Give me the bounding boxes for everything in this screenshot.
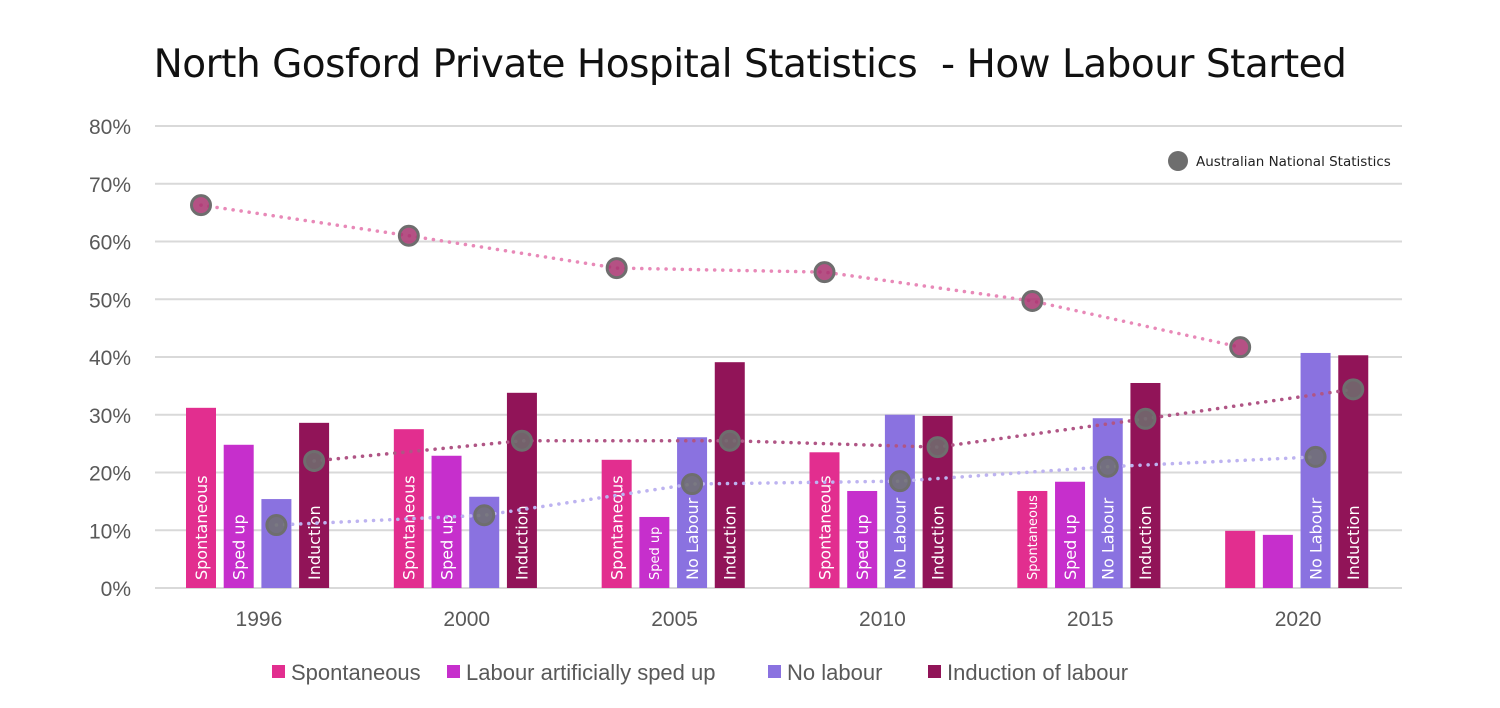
bar-no-labour [261,499,292,588]
y-tick-label: 40% [89,347,131,370]
national-stat-marker [510,429,533,452]
chart-title: North Gosford Private Hospital Statistic… [153,42,1347,87]
bar-label: Spontaneous [815,475,834,580]
bar-label: Induction [721,505,740,580]
national-stat-marker [718,429,741,452]
national-stat-marker [1304,445,1327,468]
bar-label: Induction [513,505,532,580]
x-tick-label: 2015 [1067,608,1114,631]
national-legend-label: Australian National Statistics [1196,154,1391,170]
y-tick-label: 80% [89,116,131,139]
bar-spontaneous [1225,530,1256,588]
bar-spontaneous [809,452,840,588]
bar-label: Sped up [437,514,456,580]
legend-label: Spontaneous [291,660,421,685]
bar-label: Sped up [229,514,248,580]
bar-no-labour [677,437,708,588]
bar-label: Induction [305,505,324,580]
legend-label: Labour artificially sped up [466,660,715,685]
x-tick-label: 2000 [443,608,490,631]
national-stat-marker [190,194,212,217]
bar-label: Induction [1136,505,1155,580]
national-stat-marker [888,470,911,493]
bar-spontaneous [1017,490,1048,588]
x-tick-label: 2020 [1275,608,1322,631]
y-tick-label: 10% [89,520,131,543]
bar-no-labour [884,414,915,588]
bar-spontaneous [186,407,216,588]
x-tick-label: 1996 [236,608,283,631]
bar-spontaneous [601,459,632,588]
bar-labour-artificially-sped-up [431,455,462,588]
bar-labour-artificially-sped-up [1262,534,1293,588]
bar-labour-artificially-sped-up [223,444,254,588]
y-tick-label: 20% [89,463,131,486]
bar-label: Spontaneous [400,475,419,580]
y-tick-label: 30% [89,405,131,428]
legend-label: No labour [787,660,882,685]
bar-label: Sped up [853,514,872,580]
y-tick-label: 70% [89,174,131,197]
bar-induction-of-labour [506,392,537,588]
bar-spontaneous [393,429,424,588]
national-stat-marker [397,224,420,247]
bar-label: Spontaneous [1026,495,1041,580]
national-stat-marker [1021,289,1044,312]
legend-label: Induction of labour [947,660,1128,685]
bar-labour-artificially-sped-up [1055,481,1086,588]
national-stat-marker [1229,336,1252,359]
legend-swatch [928,665,941,678]
national-stat-marker [1342,378,1365,401]
bar-label: No Labour [1098,497,1117,580]
legend-swatch [272,665,285,678]
y-tick-label: 0% [101,578,131,601]
bar-label: No Labour [891,497,910,580]
bar-no-labour [1092,418,1123,588]
bar-labour-artificially-sped-up [639,516,670,588]
bar-label: Spontaneous [192,475,211,580]
national-stat-marker [265,514,288,537]
legend-swatch [447,665,460,678]
national-stat-marker [303,449,326,472]
national-trend-line [312,387,1356,463]
bar-label: No Labour [683,497,702,580]
y-tick-label: 50% [89,289,131,312]
national-stat-marker [1096,455,1119,478]
legend-swatch [768,665,781,678]
bar-label: Sped up [648,527,663,580]
national-trend-line [199,203,1242,349]
national-legend-marker [1168,151,1188,171]
bar-label: Spontaneous [607,475,626,580]
bar-no-labour [1300,352,1331,588]
bar-labour-artificially-sped-up [847,490,878,588]
national-stat-marker [681,473,704,496]
national-stat-marker [605,257,628,280]
national-stat-marker [813,261,836,284]
bar-label: Induction [928,505,947,580]
x-tick-label: 2010 [859,608,906,631]
national-stat-marker [473,504,496,527]
national-stat-marker [1134,407,1157,430]
national-stat-marker [926,436,949,459]
bar-induction-of-labour [714,362,745,588]
bar-label: Induction [1344,505,1363,580]
bar-label: Sped up [1061,514,1080,580]
x-tick-label: 2005 [651,608,698,631]
y-tick-label: 60% [89,232,131,255]
bar-label: No Labour [1306,497,1325,580]
